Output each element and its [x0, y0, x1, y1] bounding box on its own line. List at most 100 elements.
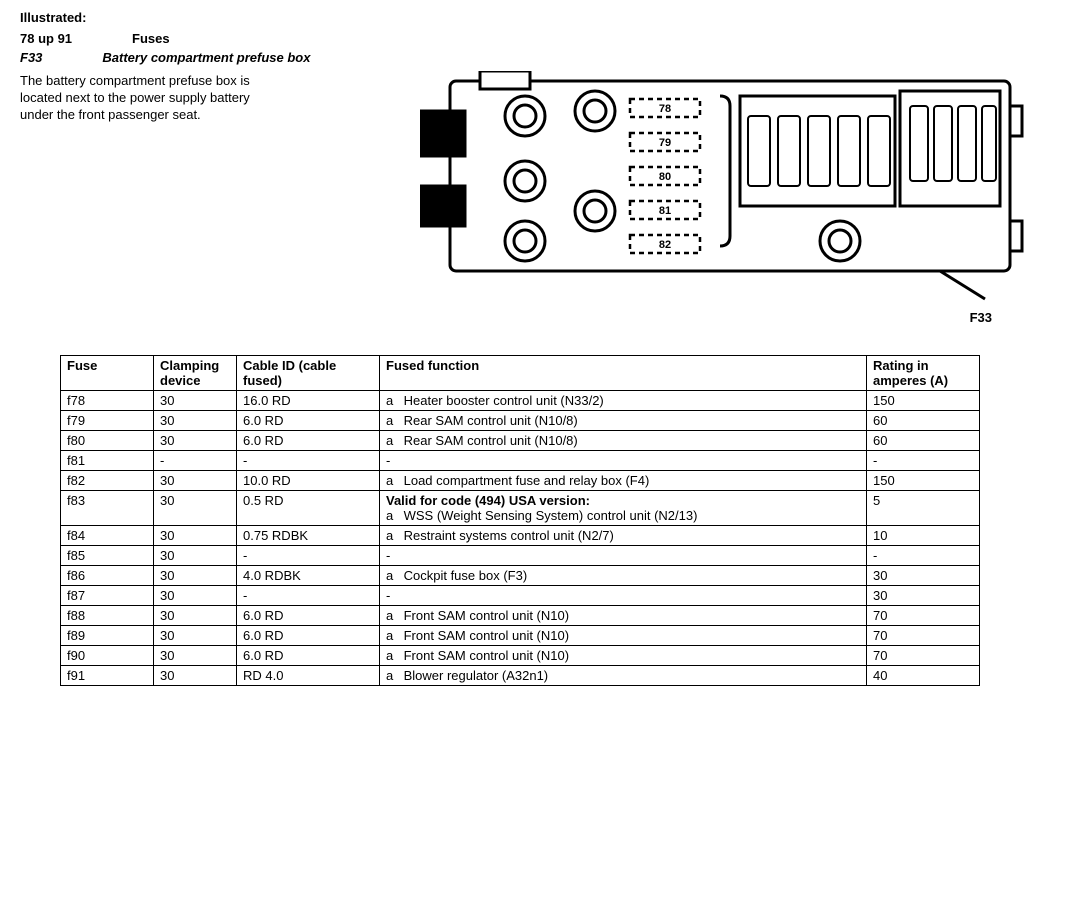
cell-func: a Blower regulator (A32n1) — [380, 666, 867, 686]
cell-cable: 6.0 RD — [237, 606, 380, 626]
item-code: F33 — [20, 50, 42, 65]
cell-rating: 5 — [867, 491, 980, 526]
cell-fuse: f82 — [61, 471, 154, 491]
table-row: f79306.0 RDa Rear SAM control unit (N10/… — [61, 411, 980, 431]
cell-clamp: 30 — [154, 646, 237, 666]
cell-fuse: f83 — [61, 491, 154, 526]
cell-func: a Heater booster control unit (N33/2) — [380, 391, 867, 411]
table-row: f89306.0 RDa Front SAM control unit (N10… — [61, 626, 980, 646]
cell-clamp: 30 — [154, 471, 237, 491]
fuse-label-79: 79 — [659, 137, 671, 149]
cell-rating: 40 — [867, 666, 980, 686]
cell-rating: 70 — [867, 606, 980, 626]
cell-cable: 6.0 RD — [237, 626, 380, 646]
fuse-label-80: 80 — [659, 171, 671, 183]
cell-func: a Load compartment fuse and relay box (F… — [380, 471, 867, 491]
cell-fuse: f88 — [61, 606, 154, 626]
table-row: f80306.0 RDa Rear SAM control unit (N10/… — [61, 431, 980, 451]
cell-fuse: f86 — [61, 566, 154, 586]
th-clamp: Clamping device — [154, 356, 237, 391]
cell-fuse: f85 — [61, 546, 154, 566]
table-row: f84300.75 RDBKa Restraint systems contro… — [61, 526, 980, 546]
cell-rating: 30 — [867, 566, 980, 586]
cell-rating: 30 — [867, 586, 980, 606]
table-row: f783016.0 RDa Heater booster control uni… — [61, 391, 980, 411]
table-row: f83300.5 RDValid for code (494) USA vers… — [61, 491, 980, 526]
section-code: 78 up 91 — [20, 31, 72, 46]
cell-func: - — [380, 546, 867, 566]
cell-rating: - — [867, 546, 980, 566]
cell-func: a Front SAM control unit (N10) — [380, 626, 867, 646]
fuse-label-81: 81 — [659, 205, 671, 217]
cell-fuse: f81 — [61, 451, 154, 471]
table-row: f9130RD 4.0a Blower regulator (A32n1)40 — [61, 666, 980, 686]
table-row: f8730- -30 — [61, 586, 980, 606]
cell-fuse: f90 — [61, 646, 154, 666]
header-illustrated: Illustrated: — [20, 10, 1052, 25]
cell-fuse: f89 — [61, 626, 154, 646]
fuse-label-78: 78 — [659, 103, 671, 115]
cell-fuse: f80 — [61, 431, 154, 451]
cell-func: a Cockpit fuse box (F3) — [380, 566, 867, 586]
cell-cable: 6.0 RD — [237, 431, 380, 451]
cell-fuse: f78 — [61, 391, 154, 411]
cell-func: a Rear SAM control unit (N10/8) — [380, 431, 867, 451]
cell-func: Valid for code (494) USA version:a WSS (… — [380, 491, 867, 526]
cell-clamp: 30 — [154, 526, 237, 546]
cell-cable: 6.0 RD — [237, 411, 380, 431]
cell-clamp: 30 — [154, 606, 237, 626]
table-row: f86304.0 RDBKa Cockpit fuse box (F3)30 — [61, 566, 980, 586]
cell-cable: 0.75 RDBK — [237, 526, 380, 546]
cell-rating: 150 — [867, 391, 980, 411]
cell-cable: RD 4.0 — [237, 666, 380, 686]
cell-clamp: 30 — [154, 411, 237, 431]
th-func: Fused function — [380, 356, 867, 391]
cell-func: - — [380, 586, 867, 606]
fusebox-diagram: 78 79 80 81 82 — [420, 71, 1040, 301]
cell-clamp: 30 — [154, 546, 237, 566]
header-section: 78 up 91 Fuses — [20, 31, 1052, 46]
cell-rating: 70 — [867, 646, 980, 666]
cell-func: a Rear SAM control unit (N10/8) — [380, 411, 867, 431]
section-name: Fuses — [132, 31, 170, 46]
cell-func: a Front SAM control unit (N10) — [380, 646, 867, 666]
cell-clamp: 30 — [154, 391, 237, 411]
cell-clamp: - — [154, 451, 237, 471]
cell-fuse: f91 — [61, 666, 154, 686]
cell-clamp: 30 — [154, 491, 237, 526]
cell-clamp: 30 — [154, 566, 237, 586]
cell-cable: 4.0 RDBK — [237, 566, 380, 586]
table-row: f823010.0 RDa Load compartment fuse and … — [61, 471, 980, 491]
cell-rating: - — [867, 451, 980, 471]
fuse-table: Fuse Clamping device Cable ID (cable fus… — [60, 355, 980, 686]
cell-rating: 60 — [867, 431, 980, 451]
cell-clamp: 30 — [154, 431, 237, 451]
table-row: f88306.0 RDa Front SAM control unit (N10… — [61, 606, 980, 626]
fuse-label-82: 82 — [659, 239, 671, 251]
cell-rating: 60 — [867, 411, 980, 431]
item-name: Battery compartment prefuse box — [102, 50, 310, 65]
cell-fuse: f79 — [61, 411, 154, 431]
th-rate: Rating in amperes (A) — [867, 356, 980, 391]
header-item: F33 Battery compartment prefuse box — [20, 50, 1052, 65]
cell-cable: - — [237, 586, 380, 606]
cell-clamp: 30 — [154, 666, 237, 686]
diagram-label: F33 — [420, 310, 1052, 325]
cell-cable: - — [237, 451, 380, 471]
th-cable: Cable ID (cable fused) — [237, 356, 380, 391]
cell-cable: 6.0 RD — [237, 646, 380, 666]
table-row: f81-- -- — [61, 451, 980, 471]
cell-fuse: f84 — [61, 526, 154, 546]
cell-cable: 10.0 RD — [237, 471, 380, 491]
cell-cable: 16.0 RD — [237, 391, 380, 411]
cell-func: - — [380, 451, 867, 471]
table-row: f90306.0 RDa Front SAM control unit (N10… — [61, 646, 980, 666]
cell-clamp: 30 — [154, 626, 237, 646]
cell-cable: 0.5 RD — [237, 491, 380, 526]
cell-func: a Restraint systems control unit (N2/7) — [380, 526, 867, 546]
cell-rating: 150 — [867, 471, 980, 491]
cell-rating: 10 — [867, 526, 980, 546]
table-header-row: Fuse Clamping device Cable ID (cable fus… — [61, 356, 980, 391]
cell-rating: 70 — [867, 626, 980, 646]
th-fuse: Fuse — [61, 356, 154, 391]
